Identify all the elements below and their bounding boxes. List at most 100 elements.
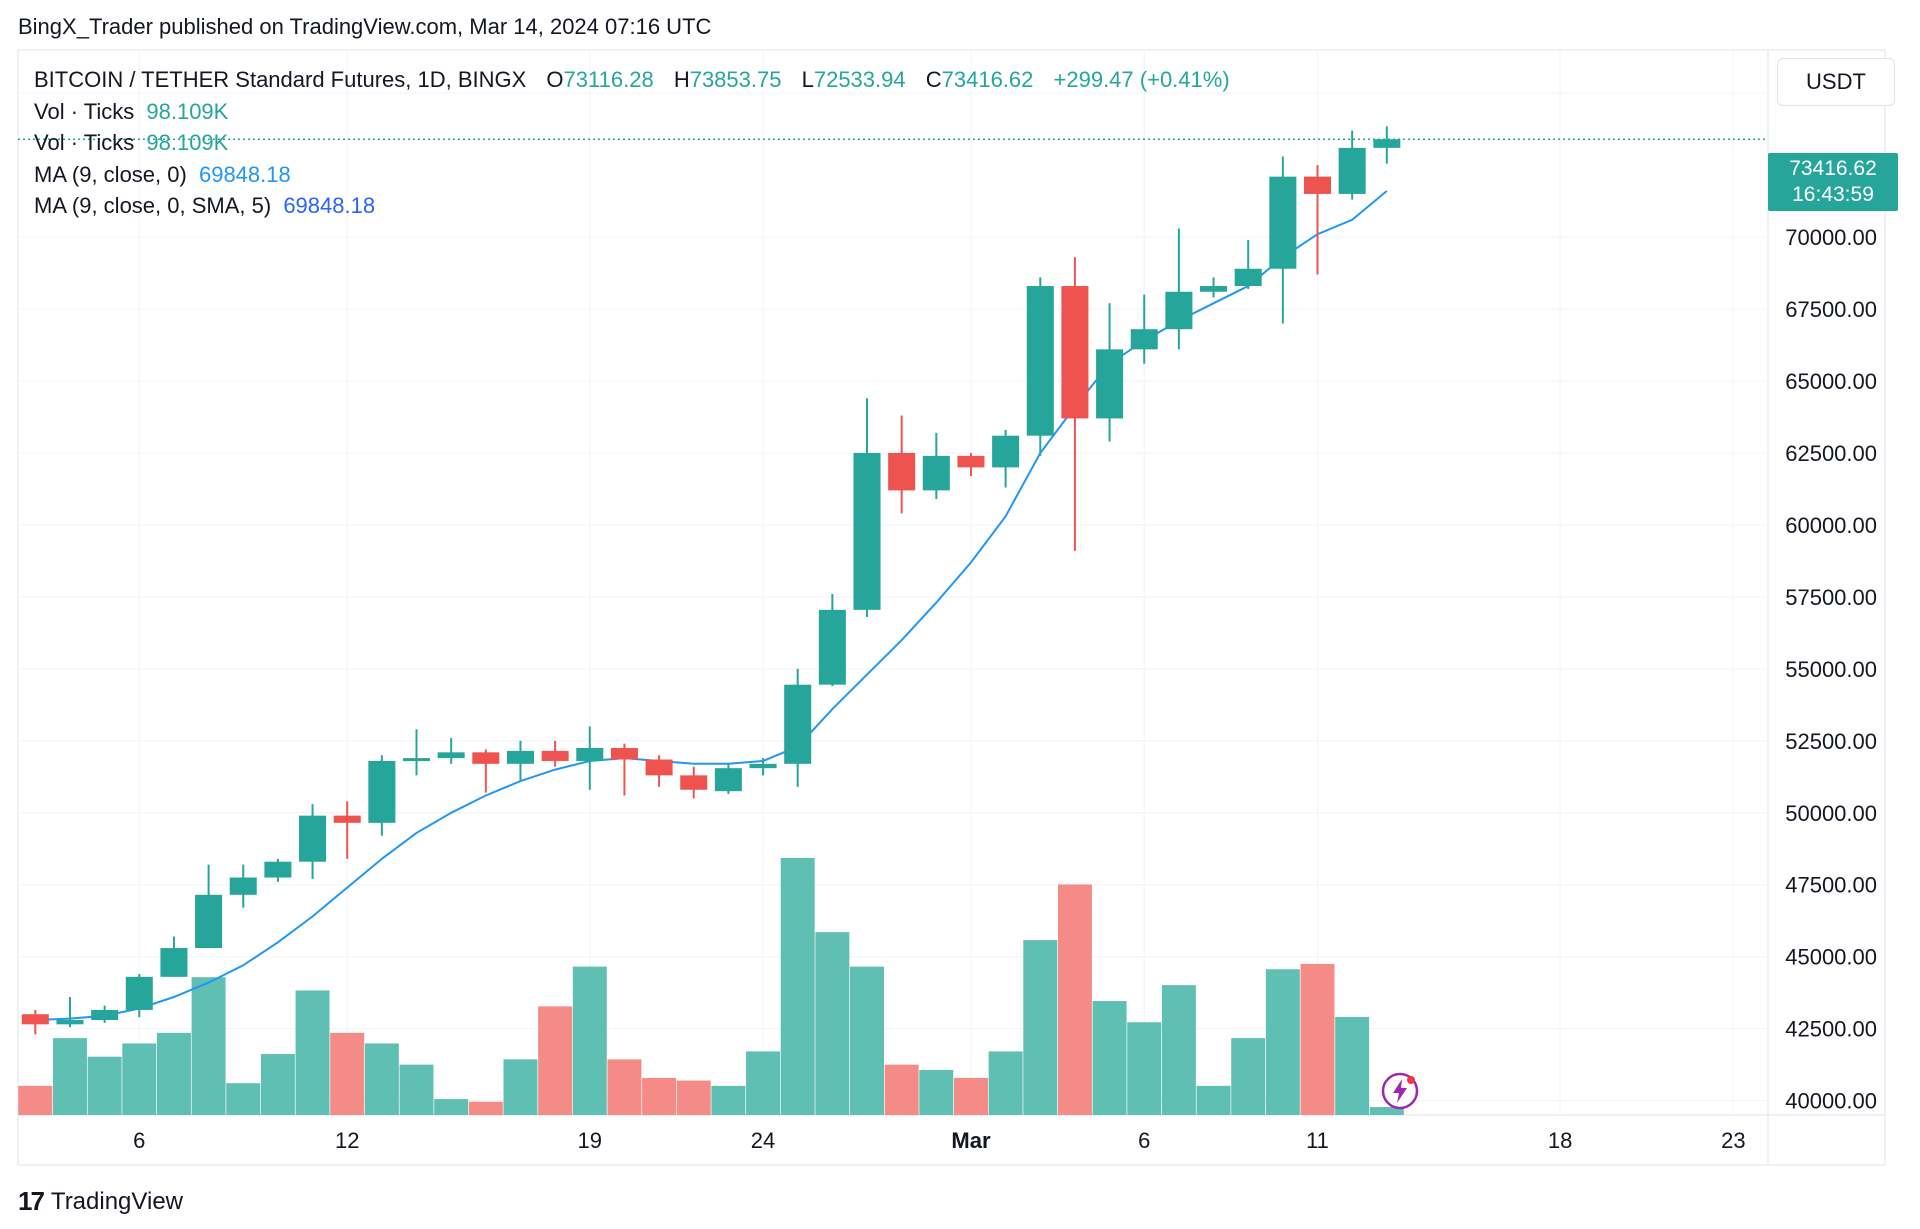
candle-body (160, 948, 188, 977)
symbol-label[interactable]: BITCOIN / TETHER Standard Futures, 1D, B… (34, 67, 527, 92)
volume-bar (607, 1059, 642, 1115)
candle-body (576, 748, 604, 761)
volume-bar (953, 1077, 988, 1115)
x-tick-label: 6 (1138, 1128, 1150, 1153)
legend-ma-row-2[interactable]: MA (9, close, 0, SMA, 5) 69848.18 (34, 190, 1230, 222)
close-value: 73416.62 (941, 67, 1034, 92)
x-tick-label: 18 (1548, 1128, 1572, 1153)
volume-bar (156, 1032, 191, 1115)
candle-body (610, 748, 638, 760)
chart-frame-border (17, 49, 1886, 1166)
legend-ma-row-1[interactable]: MA (9, close, 0) 69848.18 (34, 159, 1230, 191)
moving-average-line (35, 190, 1388, 1021)
legend: BITCOIN / TETHER Standard Futures, 1D, B… (34, 64, 1230, 222)
volume-bar (1231, 1038, 1266, 1115)
volume-bar (364, 1043, 399, 1115)
legend-symbol-row: BITCOIN / TETHER Standard Futures, 1D, B… (34, 64, 1230, 96)
volume-bar (1265, 969, 1300, 1115)
publish-info: BingX_Trader published on TradingView.co… (18, 14, 712, 39)
candle-body (992, 435, 1020, 468)
candle-body (21, 1014, 49, 1025)
volume-bar (676, 1080, 711, 1115)
brand-name: TradingView (50, 1187, 183, 1215)
candle-body (403, 758, 431, 762)
volume-bar (260, 1054, 295, 1115)
volume-bar (434, 1099, 469, 1115)
volume-bar (122, 1043, 157, 1115)
candle-body (472, 752, 500, 764)
ma1-value: 69848.18 (198, 161, 291, 187)
candle-body (264, 861, 292, 878)
volume-bar (1057, 884, 1092, 1115)
candle-body (1130, 329, 1158, 350)
lightning-icon[interactable] (1380, 1071, 1420, 1111)
volume-bar (1127, 1022, 1162, 1115)
volume-bar (642, 1077, 677, 1115)
candle-body (368, 760, 396, 823)
candle-body (680, 775, 708, 790)
currency-unit-button[interactable]: USDT (1777, 58, 1895, 106)
y-tick-label: 52500.00 (1785, 729, 1877, 754)
volume-bar (538, 1006, 573, 1115)
vol2-label: Vol · Ticks (34, 130, 135, 155)
candle-body (714, 768, 742, 792)
candle-body (195, 894, 223, 949)
volume-bar (711, 1085, 746, 1115)
candle-body (56, 1020, 84, 1025)
vol1-value: 98.109K (146, 98, 229, 124)
volume-bar (815, 932, 850, 1115)
candle-body (1061, 286, 1089, 419)
vol1-label: Vol · Ticks (34, 98, 135, 124)
candle-body (1026, 286, 1054, 436)
volume-bar (1161, 985, 1196, 1115)
y-tick-label: 40000.00 (1785, 1089, 1877, 1114)
change-value: +299.47 (+0.41%) (1053, 67, 1230, 92)
candle-body (299, 815, 327, 862)
volume-bar (884, 1064, 919, 1115)
volume-bar (746, 1051, 781, 1115)
volume-bar (18, 1085, 53, 1115)
candle-body (91, 1009, 119, 1021)
legend-vol-row-1[interactable]: Vol · Ticks 98.109K (34, 96, 1230, 128)
candle-body (957, 455, 985, 468)
bar-countdown: 16:43:59 (1792, 183, 1874, 206)
last-price-value: 73416.62 (1789, 157, 1877, 180)
candle-body (506, 750, 534, 764)
volume-bar (468, 1101, 503, 1115)
candle-body (1338, 147, 1366, 194)
volume-bar (1092, 1001, 1127, 1115)
footer-brand[interactable]: 17 TradingView (18, 1186, 183, 1217)
y-tick-label: 62500.00 (1785, 441, 1877, 466)
volume-bar (87, 1056, 122, 1115)
candle-body (437, 752, 465, 759)
volume-bar (399, 1064, 434, 1115)
x-tick-label: 19 (578, 1128, 602, 1153)
ma2-label: MA (9, close, 0, SMA, 5) (34, 193, 272, 218)
vol2-value: 98.109K (146, 130, 229, 155)
volume-bar (1300, 963, 1335, 1115)
low-label: L (801, 67, 814, 92)
candle-body (888, 452, 916, 491)
candle-body (1165, 291, 1193, 330)
y-tick-label: 70000.00 (1785, 225, 1877, 250)
legend-vol-row-2[interactable]: Vol · Ticks 98.109K (34, 127, 1230, 159)
candle-body (784, 684, 812, 764)
candle-body (853, 452, 881, 610)
candle-body (818, 609, 846, 685)
candle-body (125, 976, 153, 1010)
volume-bar (988, 1051, 1023, 1115)
x-tick-label: 11 (1306, 1128, 1329, 1153)
volume-bar (191, 977, 226, 1115)
candle-body (922, 455, 950, 491)
high-label: H (673, 67, 690, 92)
candle-body (1303, 176, 1332, 194)
candle-body (749, 763, 777, 769)
ma1-label: MA (9, close, 0) (34, 161, 187, 187)
y-tick-label: 50000.00 (1785, 801, 1877, 826)
high-value: 73853.75 (689, 67, 782, 92)
volume-bar (919, 1069, 954, 1115)
volume-bar (1369, 1107, 1404, 1115)
low-value: 72533.94 (813, 67, 906, 92)
close-label: C (925, 67, 942, 92)
